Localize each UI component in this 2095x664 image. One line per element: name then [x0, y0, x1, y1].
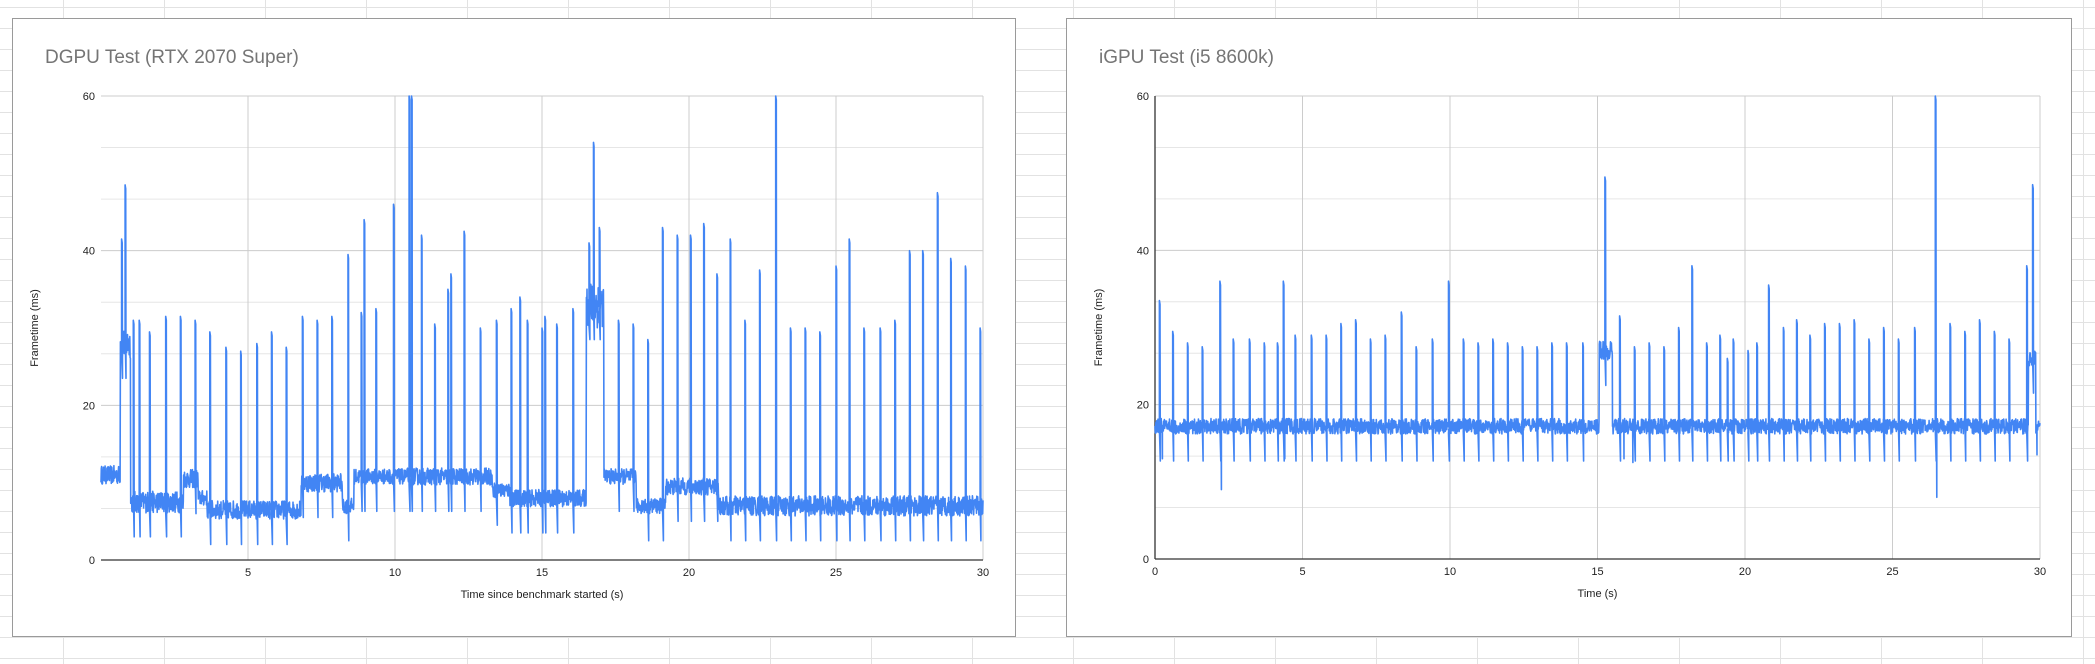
frametime-series-line[interactable]: [100, 95, 984, 546]
x-tick-label: 25: [1886, 566, 1898, 578]
y-tick-label: 40: [83, 246, 95, 258]
chart-title: iGPU Test (i5 8600k): [1099, 47, 1274, 68]
x-tick-label: 30: [977, 567, 989, 579]
y-axis-title: Frametime (ms): [1093, 289, 1105, 367]
x-tick-label: 30: [2034, 566, 2046, 578]
x-tick-label: 20: [683, 567, 695, 579]
y-tick-label: 40: [1137, 245, 1149, 257]
x-axis-title: Time (s): [1578, 588, 1618, 600]
y-tick-label: 0: [1143, 554, 1149, 566]
x-axis-title: Time since benchmark started (s): [461, 589, 624, 601]
x-tick-label: 5: [245, 567, 251, 579]
x-tick-label: 15: [1591, 566, 1603, 578]
y-tick-label: 60: [83, 91, 95, 103]
x-tick-label: 0: [1152, 566, 1158, 578]
x-tick-label: 15: [536, 567, 548, 579]
y-tick-label: 0: [89, 555, 95, 567]
y-axis-title: Frametime (ms): [29, 289, 41, 367]
chart-igpu[interactable]: iGPU Test (i5 8600k) 0 20 40 60 0 5 10 15 20 25 30…: [1066, 18, 2072, 637]
y-tick-label: 20: [83, 400, 95, 412]
frametime-series-line[interactable]: [1154, 95, 2041, 499]
line-chart-plot: 0 20 40 60 5 10 15 20 25 30 Time since benchmark s…: [29, 91, 989, 601]
x-tick-label: 25: [830, 567, 842, 579]
chart-dgpu[interactable]: DGPU Test (RTX 2070 Super) 0 20 40 60 5 10 15 2…: [12, 18, 1016, 637]
x-tick-label: 10: [1444, 566, 1456, 578]
line-chart-plot: 0 20 40 60 0 5 10 15 20 25 30 Time (s) Frametime (ms…: [1093, 91, 2046, 600]
y-tick-label: 60: [1137, 91, 1149, 103]
y-tick-label: 20: [1137, 400, 1149, 412]
x-tick-label: 10: [389, 567, 401, 579]
x-tick-label: 20: [1739, 566, 1751, 578]
x-tick-label: 5: [1299, 566, 1305, 578]
chart-title: DGPU Test (RTX 2070 Super): [45, 47, 299, 68]
